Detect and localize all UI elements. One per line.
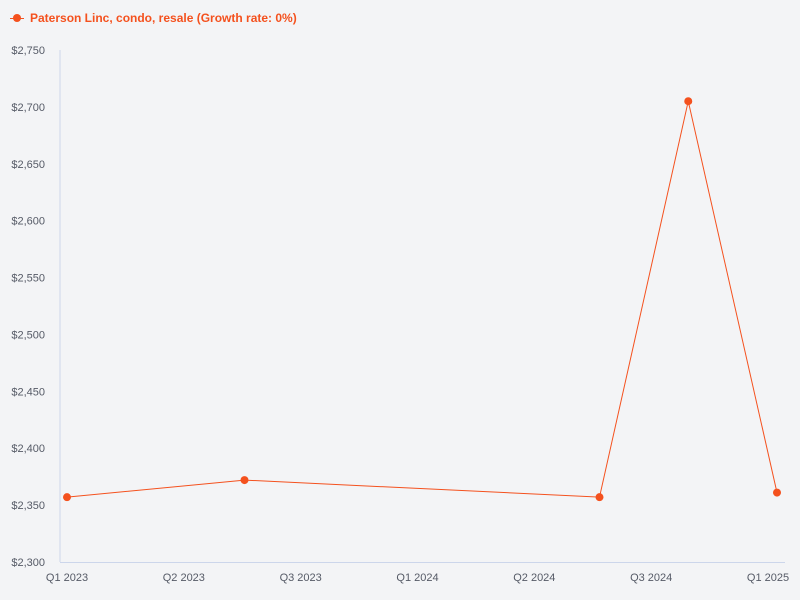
y-tick-label: $2,400 [11,443,45,455]
y-tick-label: $2,500 [11,329,45,341]
x-tick-label: Q1 2023 [46,572,88,584]
data-point[interactable] [240,476,249,485]
y-tick-label: $2,350 [11,500,45,512]
data-point[interactable] [63,493,71,502]
legend-label: Paterson Linc, condo, resale (Growth rat… [30,11,297,25]
x-tick-label: Q3 2023 [280,572,322,584]
series-line [66,101,778,498]
legend-marker-icon [10,11,24,25]
x-tick-label: Q2 2023 [163,572,205,584]
data-point[interactable] [773,488,781,497]
legend-item[interactable]: Paterson Linc, condo, resale (Growth rat… [10,9,297,27]
y-tick-label: $2,700 [11,102,45,114]
data-point[interactable] [595,493,604,502]
x-tick-label: Q3 2024 [630,572,672,584]
y-tick-label: $2,450 [11,386,45,398]
x-tick-label: Q1 2025 [747,572,789,584]
x-tick-label: Q2 2024 [513,572,555,584]
y-tick-label: $2,600 [11,216,45,228]
y-tick-label: $2,750 [11,45,45,57]
y-tick-label: $2,650 [11,159,45,171]
y-tick-label: $2,550 [11,273,45,285]
data-point[interactable] [684,97,693,106]
y-tick-label: $2,300 [11,557,45,569]
x-tick-label: Q1 2024 [396,572,438,584]
